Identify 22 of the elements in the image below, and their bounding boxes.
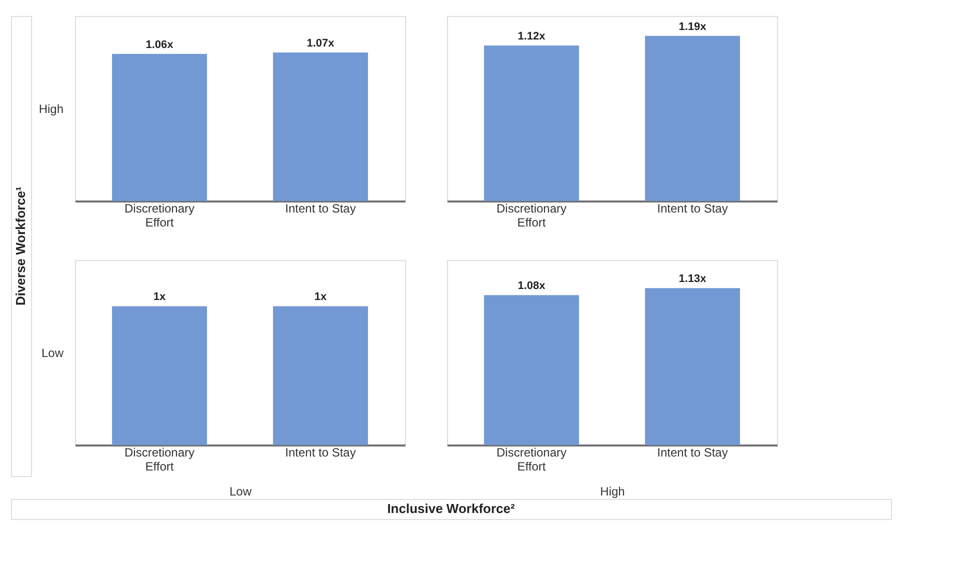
x-tick-label: Discretionary Effort (496, 202, 567, 230)
data-label: 1.13x (678, 273, 708, 286)
x-tick-label: Discretionary Effort (124, 202, 195, 230)
text: Inclusive Workforce² (387, 501, 516, 516)
x-axis-title: Low (229, 484, 252, 498)
data-label: 1.08x (518, 280, 546, 292)
data-label: 1.12x (518, 30, 546, 43)
data-label: 1.19x (678, 20, 708, 33)
x-axis-title: High (600, 484, 625, 498)
y-axis-title: Low (41, 346, 64, 360)
x-tick-label: Intent to Stay (285, 202, 356, 216)
y-axis-title: High (38, 102, 64, 116)
data-label: 1.07x (306, 37, 336, 50)
x-tick-label: Intent to Stay (657, 446, 728, 460)
x-tick-label: Intent to Stay (285, 446, 356, 460)
data-label: 1x (153, 291, 167, 304)
x-tick-label: Intent to Stay (657, 202, 728, 216)
x-tick-label: Discretionary Effort (496, 446, 567, 474)
x-tick-label: Discretionary Effort (124, 446, 195, 474)
text: Diverse Workforce¹ (13, 186, 28, 306)
data-label: 1x (314, 291, 328, 304)
data-label: 1.06x (146, 38, 174, 51)
